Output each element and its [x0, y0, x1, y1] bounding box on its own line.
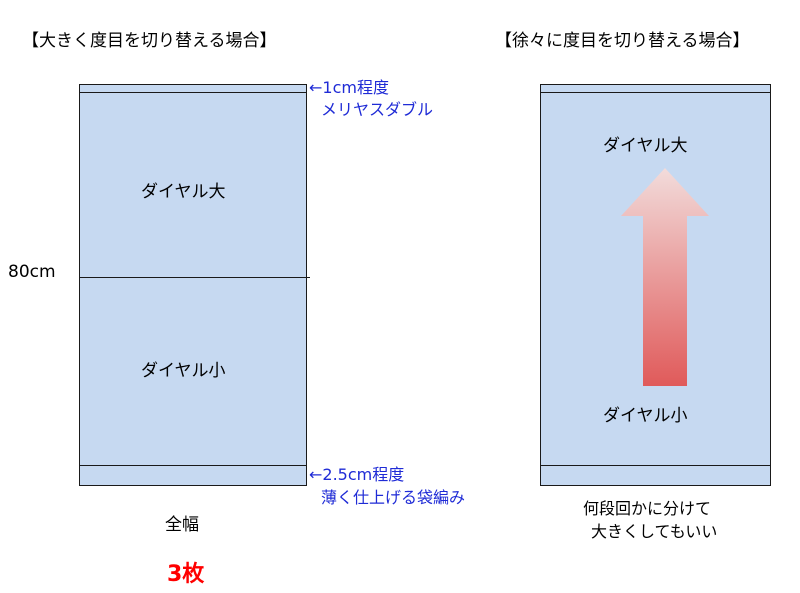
bottom-band-note-line2: 薄く仕上げる袋編み — [321, 488, 466, 507]
right-bottom-label: ダイヤル小 — [603, 406, 688, 426]
increase-arrow-icon — [621, 168, 709, 386]
top-band-note-line2: メリヤスダブル — [321, 100, 434, 119]
right-top-label: ダイヤル大 — [603, 136, 688, 156]
top-band-note-line1: ←1cm程度 — [309, 78, 389, 97]
right-note-line2: 大きくしてもいい — [591, 522, 718, 541]
left-middle-line — [79, 277, 310, 278]
left-bottom-band-line — [79, 465, 307, 466]
left-title: 【大きく度目を切り替える場合】 — [22, 31, 277, 51]
left-top-band-line — [79, 92, 307, 93]
right-note-line1: 何段回かに分けて — [583, 499, 712, 518]
left-bottom-label: ダイヤル小 — [141, 361, 226, 381]
right-bottom-band-line — [540, 465, 771, 466]
count-label: 3枚 — [167, 562, 205, 587]
height-label: 80cm — [8, 262, 56, 282]
bottom-band-note-line1: ←2.5cm程度 — [309, 465, 405, 484]
right-top-band-line — [540, 92, 771, 93]
right-title: 【徐々に度目を切り替える場合】 — [495, 31, 750, 51]
left-panel — [79, 84, 307, 486]
left-top-label: ダイヤル大 — [141, 182, 226, 202]
width-label: 全幅 — [165, 515, 199, 535]
